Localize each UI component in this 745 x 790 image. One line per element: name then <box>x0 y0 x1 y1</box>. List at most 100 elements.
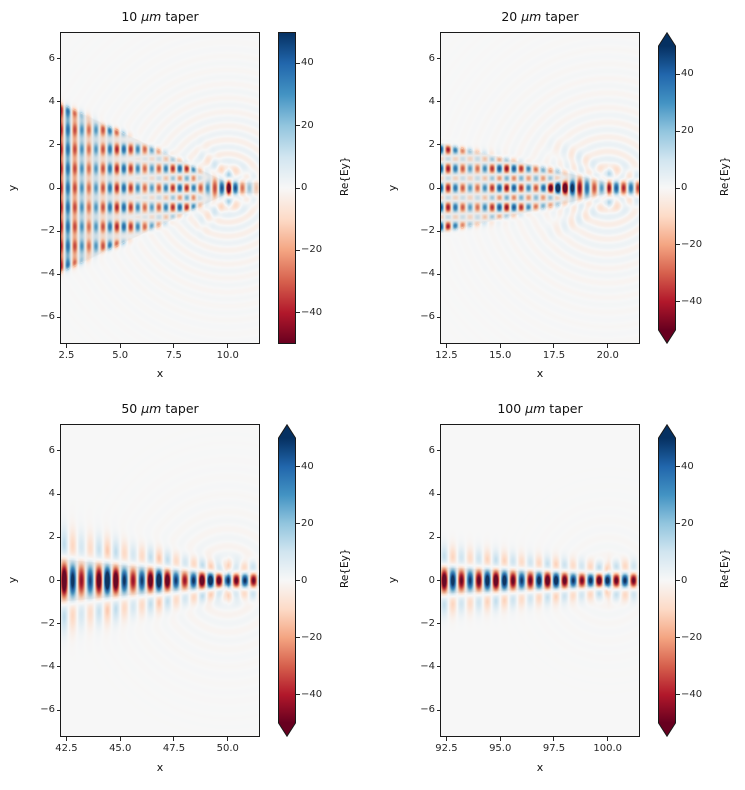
y-tick <box>56 273 60 275</box>
x-tick-label: 7.5 <box>166 350 182 361</box>
colorbar-label: Re{Ey} <box>339 548 351 589</box>
y-tick-label: −6 <box>40 704 55 716</box>
colorbar-tick <box>296 62 300 64</box>
field-heatmap-10um <box>60 32 260 344</box>
title-number: 10 <box>121 9 142 24</box>
x-axis-label: x <box>536 367 544 380</box>
field-heatmap-50um <box>60 424 260 737</box>
title-suffix: taper <box>545 401 583 416</box>
y-tick <box>56 58 60 60</box>
y-tick-label: 4 <box>48 488 55 500</box>
x-tick <box>227 737 229 741</box>
y-tick <box>56 187 60 189</box>
y-tick <box>436 273 440 275</box>
x-tick-label: 47.5 <box>162 743 186 754</box>
colorbar-tick <box>676 466 680 467</box>
x-tick-label: 17.5 <box>542 350 566 361</box>
x-tick <box>445 737 447 741</box>
colorbar-tick <box>296 187 300 189</box>
y-axis-label: y <box>6 576 19 584</box>
y-tick <box>56 623 60 625</box>
y-tick-label: 0 <box>48 574 55 586</box>
x-axis-label: x <box>156 367 164 380</box>
colorbar-tick <box>676 244 680 246</box>
y-tick-label: 4 <box>428 488 435 500</box>
colorbar-100um <box>658 424 676 737</box>
colorbar-tick <box>296 523 300 524</box>
colorbar-tick <box>296 637 300 638</box>
y-tick <box>436 101 440 103</box>
subplot-10um-title: 10 μm taper <box>60 7 260 27</box>
title-suffix: taper <box>161 9 199 24</box>
title-number: 20 <box>501 9 522 24</box>
y-tick <box>436 536 440 538</box>
y-tick-label: −2 <box>420 225 435 237</box>
y-tick-label: 4 <box>428 95 435 107</box>
subplot-50um-title: 50 μm taper <box>60 399 260 419</box>
x-tick-label: 12.5 <box>435 350 458 361</box>
x-tick <box>65 344 67 348</box>
y-tick-label: 2 <box>48 531 55 543</box>
y-axis-label: y <box>386 576 399 584</box>
title-number: 50 <box>121 401 142 416</box>
y-tick-label: 6 <box>428 52 435 64</box>
colorbar-tick <box>296 580 300 581</box>
colorbar-tick-label: 40 <box>301 57 314 69</box>
y-tick <box>56 709 60 711</box>
title-mu-unit: μm <box>525 401 546 416</box>
y-tick-label: 0 <box>428 182 435 193</box>
colorbar-label: Re{Ey} <box>339 156 351 197</box>
y-tick-label: 2 <box>428 138 435 150</box>
x-tick-label: 95.0 <box>489 743 512 754</box>
y-tick <box>436 230 440 232</box>
subplot-100um-title: 100 μm taper <box>440 399 640 419</box>
x-tick <box>65 737 67 741</box>
y-tick-label: −6 <box>420 311 435 323</box>
x-tick <box>607 737 609 741</box>
x-tick-label: 92.5 <box>435 743 458 754</box>
y-tick <box>56 316 60 318</box>
colorbar-tick <box>296 466 300 467</box>
colorbar-label: Re{Ey} <box>719 156 731 197</box>
y-tick <box>436 709 440 711</box>
y-tick-label: −4 <box>40 268 55 280</box>
subplot-20um-title: 20 μm taper <box>440 7 640 27</box>
colorbar-tick-label: −40 <box>301 306 323 318</box>
colorbar-tick-label: −20 <box>681 631 703 643</box>
colorbar-tick <box>296 312 300 314</box>
x-tick-label: 15.0 <box>489 350 512 361</box>
y-tick <box>56 101 60 103</box>
x-tick <box>553 737 555 741</box>
title-mu-unit: μm <box>141 401 162 416</box>
x-tick <box>173 737 175 741</box>
y-tick-label: −4 <box>40 660 55 672</box>
title-mu-unit: μm <box>521 9 542 24</box>
y-tick-label: −2 <box>40 617 55 629</box>
y-tick <box>56 144 60 146</box>
x-tick <box>119 737 121 741</box>
colorbar-tick-label: −40 <box>301 688 323 700</box>
colorbar-tick-label: −40 <box>681 688 703 700</box>
colorbar-tick <box>676 187 680 189</box>
y-tick-label: 0 <box>428 574 435 586</box>
colorbar-tick <box>296 125 300 127</box>
y-tick <box>436 493 440 495</box>
y-tick-label: 6 <box>428 444 435 456</box>
x-tick <box>499 344 501 348</box>
colorbar-tick <box>676 580 680 581</box>
y-tick <box>436 623 440 625</box>
x-tick <box>227 344 229 348</box>
colorbar-tick-label: 0 <box>301 574 308 586</box>
y-tick-label: −2 <box>420 617 435 629</box>
y-tick-label: 2 <box>48 138 55 150</box>
y-tick-label: 0 <box>48 182 55 193</box>
x-axis-label: x <box>156 761 164 774</box>
x-tick <box>173 344 175 348</box>
colorbar-tick-label: 20 <box>681 125 694 137</box>
y-tick-label: 4 <box>48 95 55 107</box>
y-tick <box>436 580 440 581</box>
colorbar-tick <box>676 73 680 75</box>
x-tick-label: 20.0 <box>596 350 619 361</box>
y-tick-label: −4 <box>420 660 435 672</box>
